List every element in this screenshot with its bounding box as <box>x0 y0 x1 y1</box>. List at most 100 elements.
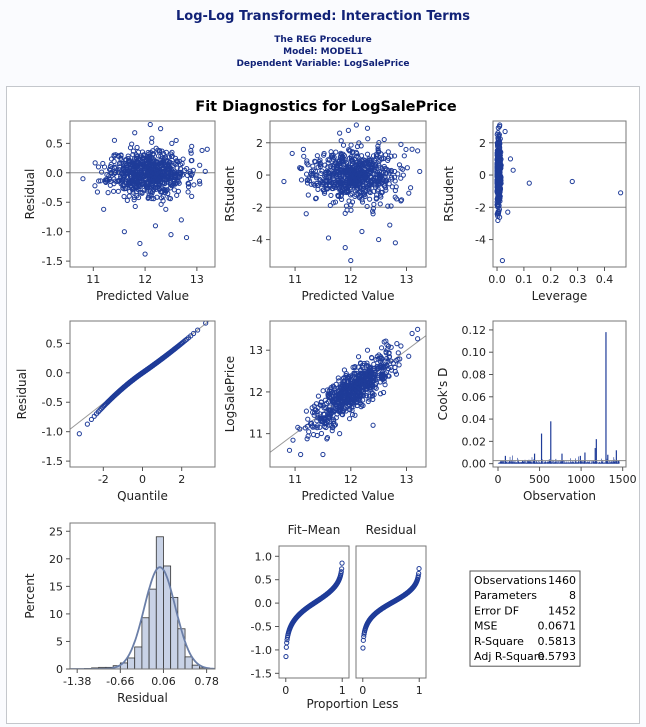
point <box>392 194 398 200</box>
x-tick-label: -0.66 <box>106 675 134 688</box>
x-tick-label: 13 <box>190 273 204 286</box>
point <box>298 165 304 172</box>
point <box>392 187 398 194</box>
point <box>318 417 324 424</box>
y-tick-label: -4 <box>252 234 263 247</box>
point <box>155 147 161 153</box>
point <box>392 240 398 246</box>
y-tick-label: 5 <box>56 635 63 648</box>
point <box>107 176 113 183</box>
stat-label: Adj R-Square <box>474 650 545 663</box>
point <box>99 169 105 175</box>
point <box>158 189 164 195</box>
point <box>314 409 320 415</box>
histogram-bar <box>163 565 172 669</box>
point <box>146 154 153 160</box>
stat-value: 0.5793 <box>538 650 577 663</box>
y-tick-label: -1.0 <box>42 426 63 439</box>
p8-0-marks <box>283 560 345 660</box>
point <box>392 168 398 175</box>
point <box>352 178 358 184</box>
y-tick-label: 0.04 <box>462 413 487 426</box>
point <box>290 437 296 443</box>
point <box>353 122 359 128</box>
point <box>310 432 317 438</box>
point <box>330 398 336 404</box>
point <box>394 341 400 347</box>
point <box>164 166 170 173</box>
point <box>190 167 196 173</box>
point <box>140 181 146 187</box>
point <box>338 196 345 202</box>
point <box>84 421 90 427</box>
point <box>197 181 203 187</box>
point <box>356 377 362 383</box>
point <box>121 229 127 235</box>
point <box>312 424 318 430</box>
point <box>383 349 389 355</box>
point <box>327 202 333 209</box>
p7-marks <box>70 536 215 669</box>
y-tick-label: -0.5 <box>42 196 63 209</box>
stat-value: 0.0671 <box>538 620 577 633</box>
point <box>327 413 333 419</box>
x-axis-label: Leverage <box>532 289 588 303</box>
histogram-bar <box>127 657 136 669</box>
point <box>360 645 366 651</box>
point <box>364 203 370 210</box>
stat-value: 1452 <box>548 604 576 617</box>
point <box>348 404 354 410</box>
point <box>190 330 197 337</box>
y-tick-label: 0.10 <box>462 346 487 359</box>
x-tick-label: 12 <box>344 273 358 286</box>
point <box>336 182 342 188</box>
y-tick-label: 0.5 <box>46 337 64 350</box>
y-tick-label: 0.0 <box>46 367 64 380</box>
point <box>365 167 372 173</box>
stat-label: Observations <box>474 574 547 587</box>
point <box>359 228 365 235</box>
point <box>317 176 323 183</box>
point <box>92 160 98 166</box>
y-tick-label: 0.0 <box>255 597 273 610</box>
point <box>130 151 136 158</box>
point <box>333 168 339 174</box>
point <box>202 168 208 174</box>
histogram-bar <box>184 656 193 669</box>
point <box>378 345 385 351</box>
point <box>383 171 389 177</box>
point <box>385 203 391 209</box>
point <box>355 354 362 360</box>
point <box>346 155 353 161</box>
point <box>120 185 126 191</box>
point <box>311 412 317 418</box>
point <box>381 155 387 162</box>
point <box>172 155 179 161</box>
p8-1-plot: 0 1 Residual <box>355 523 427 697</box>
point <box>376 149 382 155</box>
point <box>337 173 343 179</box>
point <box>380 365 386 371</box>
point <box>338 193 344 199</box>
point <box>153 174 159 180</box>
point <box>115 178 122 184</box>
point <box>325 235 332 241</box>
point <box>129 186 135 192</box>
point <box>497 122 503 128</box>
point <box>353 162 359 168</box>
p1-frame <box>69 120 216 268</box>
p8-0-plot: 0 1 -1.5 -1.0 -0.5 0.0 0.5 1.0 Fit–Mean <box>251 523 350 697</box>
point <box>355 177 361 183</box>
point <box>188 172 195 179</box>
point <box>355 372 362 378</box>
p3-frame <box>492 120 627 268</box>
point <box>163 149 169 155</box>
point <box>496 191 502 197</box>
point <box>149 195 155 202</box>
point <box>152 223 159 229</box>
point <box>499 257 506 264</box>
point <box>297 426 303 432</box>
point <box>105 190 111 196</box>
x-tick-label: 1 <box>416 684 423 697</box>
point <box>323 181 330 188</box>
